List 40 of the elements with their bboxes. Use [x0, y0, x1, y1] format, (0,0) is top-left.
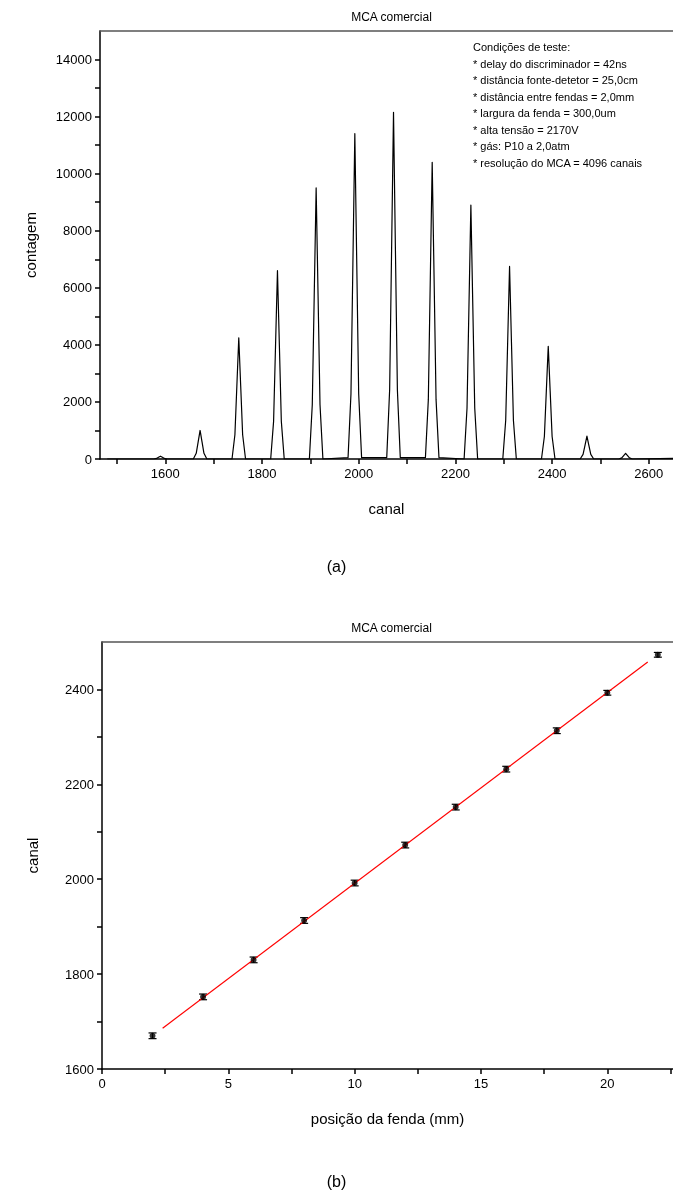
- x-tick-label: 15: [473, 1076, 489, 1091]
- annotation: Condições de teste:: [473, 41, 571, 54]
- x-tick-label: 10: [347, 1076, 362, 1091]
- y-tick-label: 1800: [65, 966, 94, 982]
- x-axis-title: posição da fenda (mm): [310, 1110, 465, 1127]
- x-tick-label: 5: [224, 1076, 232, 1091]
- y-tick-label: 0: [84, 451, 92, 467]
- y-tick-label: 2200: [65, 776, 94, 792]
- x-axis-title: canal: [368, 500, 405, 517]
- y-tick-label: 10000: [55, 166, 92, 182]
- chart-title: MCA comercial: [351, 621, 432, 635]
- y-tick-label: 1600: [65, 1061, 94, 1077]
- text: (a): [326, 557, 347, 575]
- annotation: * alta tensão = 2170V: [473, 123, 580, 136]
- x-tick-label: 20: [600, 1076, 615, 1091]
- annotation: * gás: P10 a 2,0atm: [473, 140, 570, 153]
- x-tick-label: 2600: [634, 466, 664, 481]
- annotation: * distância entre fendas = 2,0mm: [473, 90, 635, 103]
- x-tick-label: 2000: [344, 466, 374, 481]
- y-tick-label: 2000: [65, 871, 94, 887]
- x-tick-label: 1800: [247, 466, 277, 481]
- x-tick-label: 1600: [150, 466, 180, 481]
- annotation: * largura da fenda = 300,0um: [473, 107, 616, 120]
- y-tick-label: 4000: [63, 337, 92, 353]
- y-tick-label: 2400: [65, 681, 94, 697]
- y-axis-title: contagem: [22, 212, 39, 278]
- chart-title: MCA comercial: [351, 10, 432, 24]
- y-tick-label: 2000: [63, 394, 92, 410]
- annotation: * resolução do MCA = 4096 canais: [473, 156, 643, 169]
- y-axis-title: canal: [24, 837, 41, 874]
- annotation: * distância fonte-detetor = 25,0cm: [473, 74, 638, 87]
- x-tick-label: 2200: [440, 466, 470, 481]
- y-tick-label: 6000: [63, 280, 92, 296]
- y-tick-label: 14000: [55, 52, 92, 68]
- annotation: * delay do discriminador = 42ns: [473, 57, 628, 70]
- y-tick-label: 8000: [63, 223, 92, 239]
- x-tick-label: 0: [98, 1076, 106, 1091]
- y-tick-label: 12000: [55, 109, 92, 125]
- x-tick-label: 2400: [537, 466, 567, 481]
- text: (b): [326, 1172, 347, 1190]
